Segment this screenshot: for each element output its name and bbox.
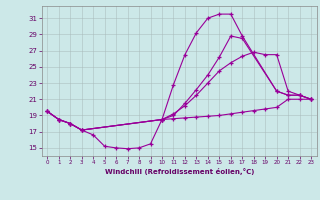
X-axis label: Windchill (Refroidissement éolien,°C): Windchill (Refroidissement éolien,°C) xyxy=(105,168,254,175)
